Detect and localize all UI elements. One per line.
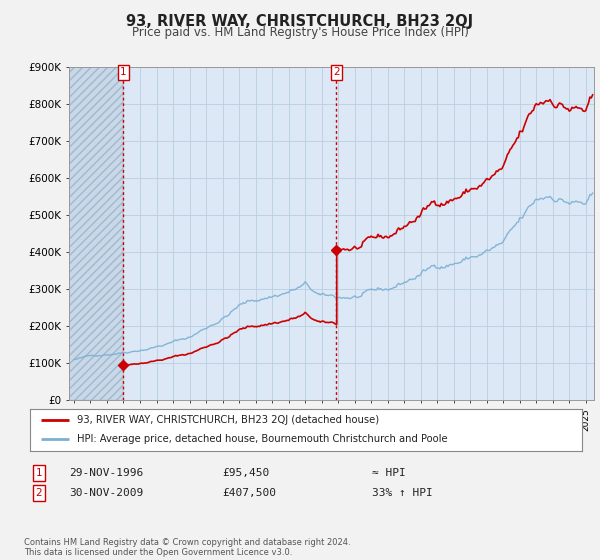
Text: £95,450: £95,450 — [222, 468, 269, 478]
Text: 1: 1 — [35, 468, 43, 478]
Text: 29-NOV-1996: 29-NOV-1996 — [69, 468, 143, 478]
Text: ≈ HPI: ≈ HPI — [372, 468, 406, 478]
Text: 93, RIVER WAY, CHRISTCHURCH, BH23 2QJ (detached house): 93, RIVER WAY, CHRISTCHURCH, BH23 2QJ (d… — [77, 415, 379, 425]
Text: 2: 2 — [35, 488, 43, 498]
Text: 1: 1 — [120, 67, 127, 77]
Text: Contains HM Land Registry data © Crown copyright and database right 2024.
This d: Contains HM Land Registry data © Crown c… — [24, 538, 350, 557]
Text: HPI: Average price, detached house, Bournemouth Christchurch and Poole: HPI: Average price, detached house, Bour… — [77, 435, 448, 445]
Text: 30-NOV-2009: 30-NOV-2009 — [69, 488, 143, 498]
Text: 2: 2 — [333, 67, 340, 77]
Text: 33% ↑ HPI: 33% ↑ HPI — [372, 488, 433, 498]
Bar — [69, 67, 124, 400]
Text: £407,500: £407,500 — [222, 488, 276, 498]
Text: Price paid vs. HM Land Registry's House Price Index (HPI): Price paid vs. HM Land Registry's House … — [131, 26, 469, 39]
Text: 93, RIVER WAY, CHRISTCHURCH, BH23 2QJ: 93, RIVER WAY, CHRISTCHURCH, BH23 2QJ — [127, 14, 473, 29]
